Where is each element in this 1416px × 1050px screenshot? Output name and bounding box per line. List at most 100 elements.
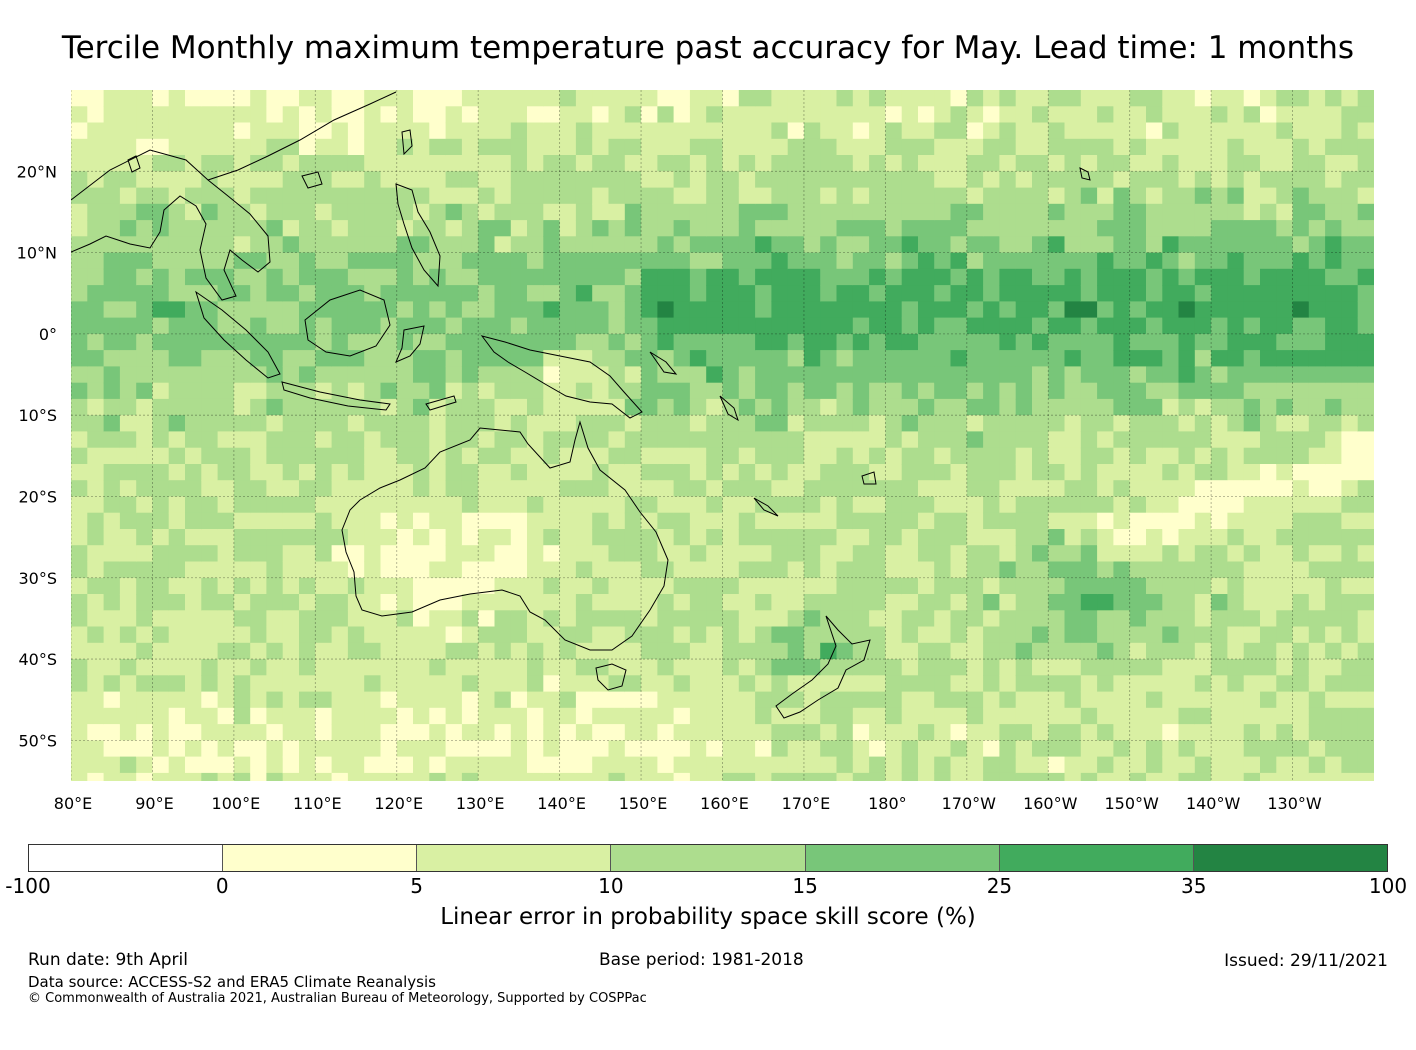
grid-cell [168,447,186,465]
grid-cell [119,512,137,530]
grid-cell [706,252,724,270]
grid-cell [233,724,251,741]
grid-cell [1325,431,1342,449]
grid-cell [527,496,544,514]
grid-cell [966,90,984,107]
grid-cell [869,220,886,237]
grid-cell [1243,529,1261,546]
grid-cell [1227,415,1245,433]
grid-cell [755,122,772,140]
grid-cell [738,610,756,628]
grid-cell [233,268,251,286]
grid-cell [315,626,333,644]
grid-cell [592,756,610,774]
grid-cell [1162,545,1180,563]
grid-cell [592,610,610,628]
grid-cell [983,366,1000,384]
grid-cell [722,236,740,254]
latitude-label: 40°S [18,650,57,669]
grid-cell [527,155,544,172]
grid-cell [934,610,952,628]
grid-cell [1162,480,1180,498]
grid-cell [852,333,870,351]
grid-cell [250,138,268,156]
grid-cell [1048,220,1066,237]
colorbar [28,844,1388,872]
grid-cell [1325,317,1342,335]
grid-cell [1048,594,1066,611]
grid-cell [152,529,170,546]
grid-cell [347,138,365,156]
grid-cell [1178,285,1196,302]
grid-cell [201,756,219,774]
grid-cell [722,431,740,449]
grid-cell [820,415,838,433]
grid-cell [396,252,414,270]
grid-cell [71,252,88,270]
grid-cell [315,529,333,546]
grid-cell [803,626,821,644]
grid-cell [641,724,658,741]
grid-cell [1178,659,1196,676]
grid-cell [1276,285,1294,302]
grid-cell [869,707,886,725]
grid-cell [299,447,316,465]
grid-cell [836,268,854,286]
grid-cell [331,626,349,644]
grid-cell [885,431,903,449]
grid-cell [1097,90,1114,107]
grid-cell [315,220,333,237]
grid-cell [1308,642,1326,660]
grid-cell [592,252,610,270]
grid-cell [575,642,593,660]
grid-cell [119,626,137,644]
grid-cell [87,333,105,351]
grid-cell [901,350,919,367]
grid-cell [494,610,512,628]
grid-cell [396,138,414,156]
grid-cell [738,691,756,709]
grid-cell [527,285,544,302]
grid-cell [1243,610,1261,628]
grid-cell [299,756,316,774]
grid-cell [1227,675,1245,693]
grid-cell [1357,415,1374,433]
grid-cell [1015,480,1033,498]
grid-cell [657,366,675,384]
grid-cell [103,740,121,758]
grid-cell [1129,138,1147,156]
grid-cell [494,659,512,676]
grid-cell [852,577,870,595]
grid-cell [657,431,675,449]
grid-cell [136,171,154,189]
grid-cell [1260,431,1277,449]
grid-cell [136,317,154,335]
grid-cell [1048,203,1066,221]
grid-cell [624,122,642,140]
grid-cell [1113,350,1131,367]
grid-cell [1146,529,1163,546]
grid-cell [429,447,447,465]
grid-cell [478,317,496,335]
grid-cell [738,756,756,774]
grid-cell [1146,155,1163,172]
grid-cell [315,772,333,781]
colorbar-tick-label: 15 [792,874,818,898]
grid-cell [185,691,202,709]
grid-cell [1325,203,1342,221]
grid-cell [738,203,756,221]
grid-cell [380,90,398,107]
grid-cell [494,203,512,221]
grid-cell [347,236,365,254]
grid-cell [185,464,202,481]
grid-cell [233,398,251,416]
grid-cell [559,480,577,498]
grid-cell [1292,691,1310,709]
grid-cell [1080,642,1098,660]
grid-cell [1064,138,1082,156]
grid-cell [282,220,300,237]
grid-cell [1162,707,1180,725]
grid-cell [755,626,772,644]
grid-cell [1325,220,1342,237]
grid-cell [869,577,886,595]
